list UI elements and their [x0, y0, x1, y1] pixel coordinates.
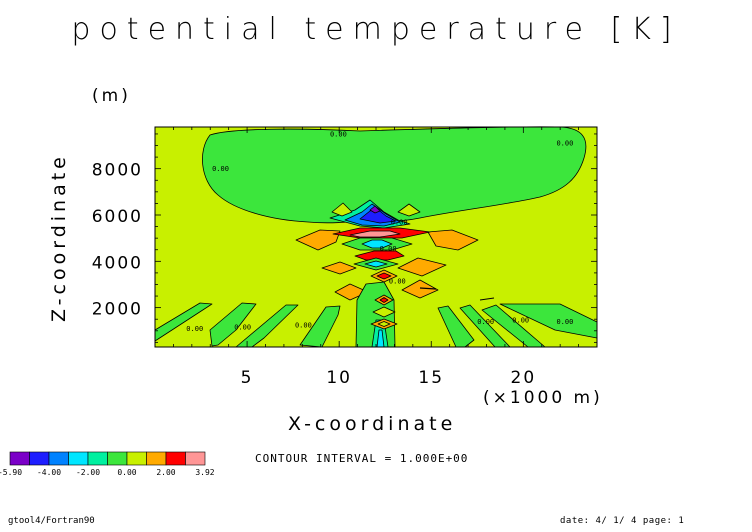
colorbar-swatch — [87, 451, 108, 466]
contour-label: 0.00 — [512, 317, 529, 325]
contour-labels: 0.00 0.00 0.00 0.00 0.00 0.00 0.00 0.00 0.00 0.00… — [186, 130, 573, 333]
warm-band-pink — [349, 230, 401, 238]
warm-band-left — [295, 229, 341, 251]
chart-title: potential temperature [K] — [71, 12, 681, 47]
colorbar-swatch — [48, 451, 69, 466]
contour-label: 0.00 — [391, 218, 408, 226]
contour-label: 0.00 — [389, 277, 406, 285]
cold-core-deep — [359, 207, 397, 224]
diamond-yellow-5 — [377, 321, 391, 327]
tick-labels: 5 10 15 20 2000 4000 6000 8000 — [92, 161, 537, 388]
diag-band-right-1 — [437, 305, 475, 348]
x-tick-label: 5 — [241, 368, 254, 388]
colorbar-swatch — [29, 451, 50, 466]
y-tick-label: 8000 — [92, 161, 143, 181]
red-band-lower — [354, 250, 405, 261]
contour-label: 0.00 — [380, 245, 397, 253]
colorbar-tick-label: 0.00 — [117, 468, 136, 477]
diag-band-left-2 — [209, 302, 257, 347]
cyan-band-mid — [361, 239, 393, 249]
contour-label: 0.00 — [477, 318, 494, 326]
contour-label: 0.00 — [556, 318, 573, 326]
colorbar-swatch — [107, 451, 128, 466]
x-axis-unit: (×1000 m) — [483, 388, 603, 408]
y-tick-label: 4000 — [92, 253, 143, 273]
contour-interval-text: CONTOUR INTERVAL = 1.000E+00 — [255, 452, 469, 465]
footer-date-page: date: 4/ 1/ 4 page: 1 — [560, 516, 685, 526]
contour-label: 0.00 — [556, 140, 573, 148]
diamond-yellow-4 — [372, 306, 396, 318]
x-tick-label: 15 — [418, 368, 444, 388]
colorbar-swatch — [126, 451, 147, 466]
warm-band-right — [427, 229, 479, 251]
diamond-red-2 — [376, 272, 392, 280]
contour-label: 0.00 — [212, 165, 229, 173]
y-axis-label: Z-coordinate — [48, 153, 70, 322]
cold-core-min — [369, 205, 381, 214]
orange-blob-right-upper — [397, 257, 447, 277]
contour-stub — [419, 287, 437, 290]
contour-label: 0.00 — [186, 325, 203, 333]
contour-label: 0.00 — [234, 324, 251, 332]
colorbar: -5.90 -4.00 -2.00 0.00 2.00 3.92 — [0, 451, 215, 477]
small-yellow-right — [397, 203, 421, 217]
y-tick-label: 2000 — [92, 300, 143, 320]
colorbar-swatch — [165, 451, 186, 466]
upper-green-region — [202, 126, 587, 224]
orange-blob-left-upper — [321, 261, 357, 275]
orange-blob-right-lower — [401, 279, 439, 299]
axis-ticks — [154, 127, 598, 347]
contour-stub-right — [479, 297, 495, 301]
colorbar-tick-label: -2.00 — [76, 468, 100, 477]
colorbar-tick-label: 2.00 — [156, 468, 175, 477]
colorbar-tick-label: -4.00 — [37, 468, 61, 477]
contour-label: 0.00 — [295, 321, 312, 329]
colorbar-tick-label: 3.92 — [195, 468, 214, 477]
footer-program: gtool4/Fortran90 — [8, 516, 95, 526]
y-axis-unit: (m) — [92, 86, 131, 106]
contour-label: 0.00 — [330, 130, 347, 138]
x-tick-label: 10 — [326, 368, 352, 388]
small-yellow-left — [331, 202, 353, 217]
diamond-red-3 — [379, 297, 389, 303]
diamond-cyan-1 — [364, 260, 388, 268]
colorbar-swatch — [9, 451, 30, 466]
colorbar-swatch — [146, 451, 167, 466]
contour-fills — [154, 126, 598, 348]
x-axis-label: X-coordinate — [288, 413, 457, 435]
colorbar-tick-label: -5.90 — [0, 468, 22, 477]
y-tick-label: 6000 — [92, 207, 143, 227]
x-tick-label: 20 — [511, 368, 537, 388]
colorbar-swatch — [185, 451, 206, 466]
colorbar-swatch — [68, 451, 89, 466]
